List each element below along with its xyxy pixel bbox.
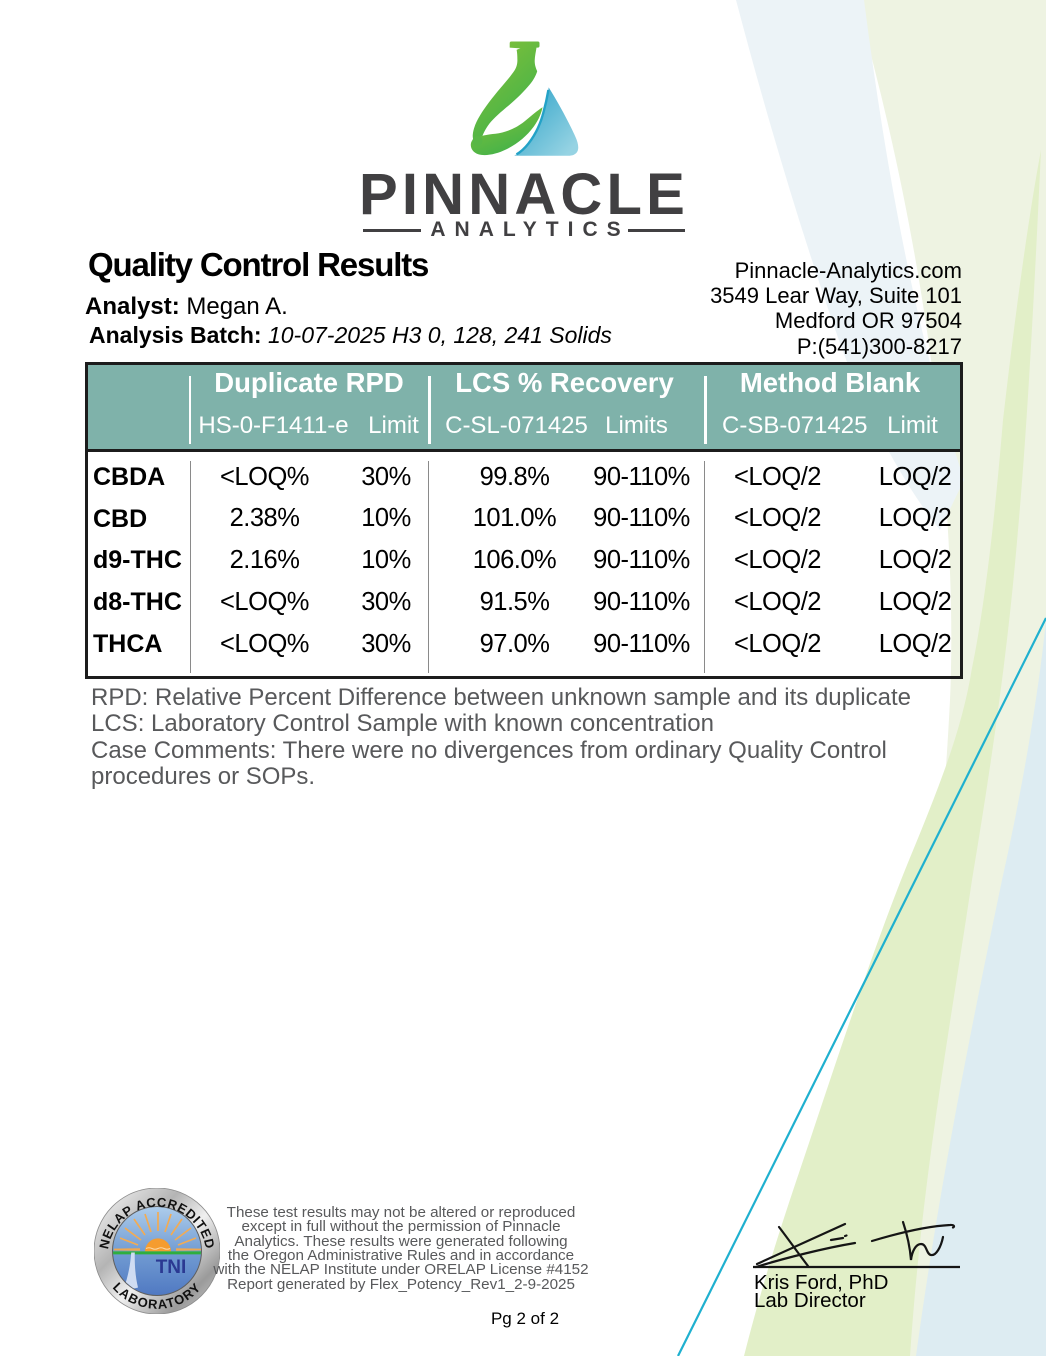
svg-text:TNI: TNI [156, 1257, 187, 1278]
